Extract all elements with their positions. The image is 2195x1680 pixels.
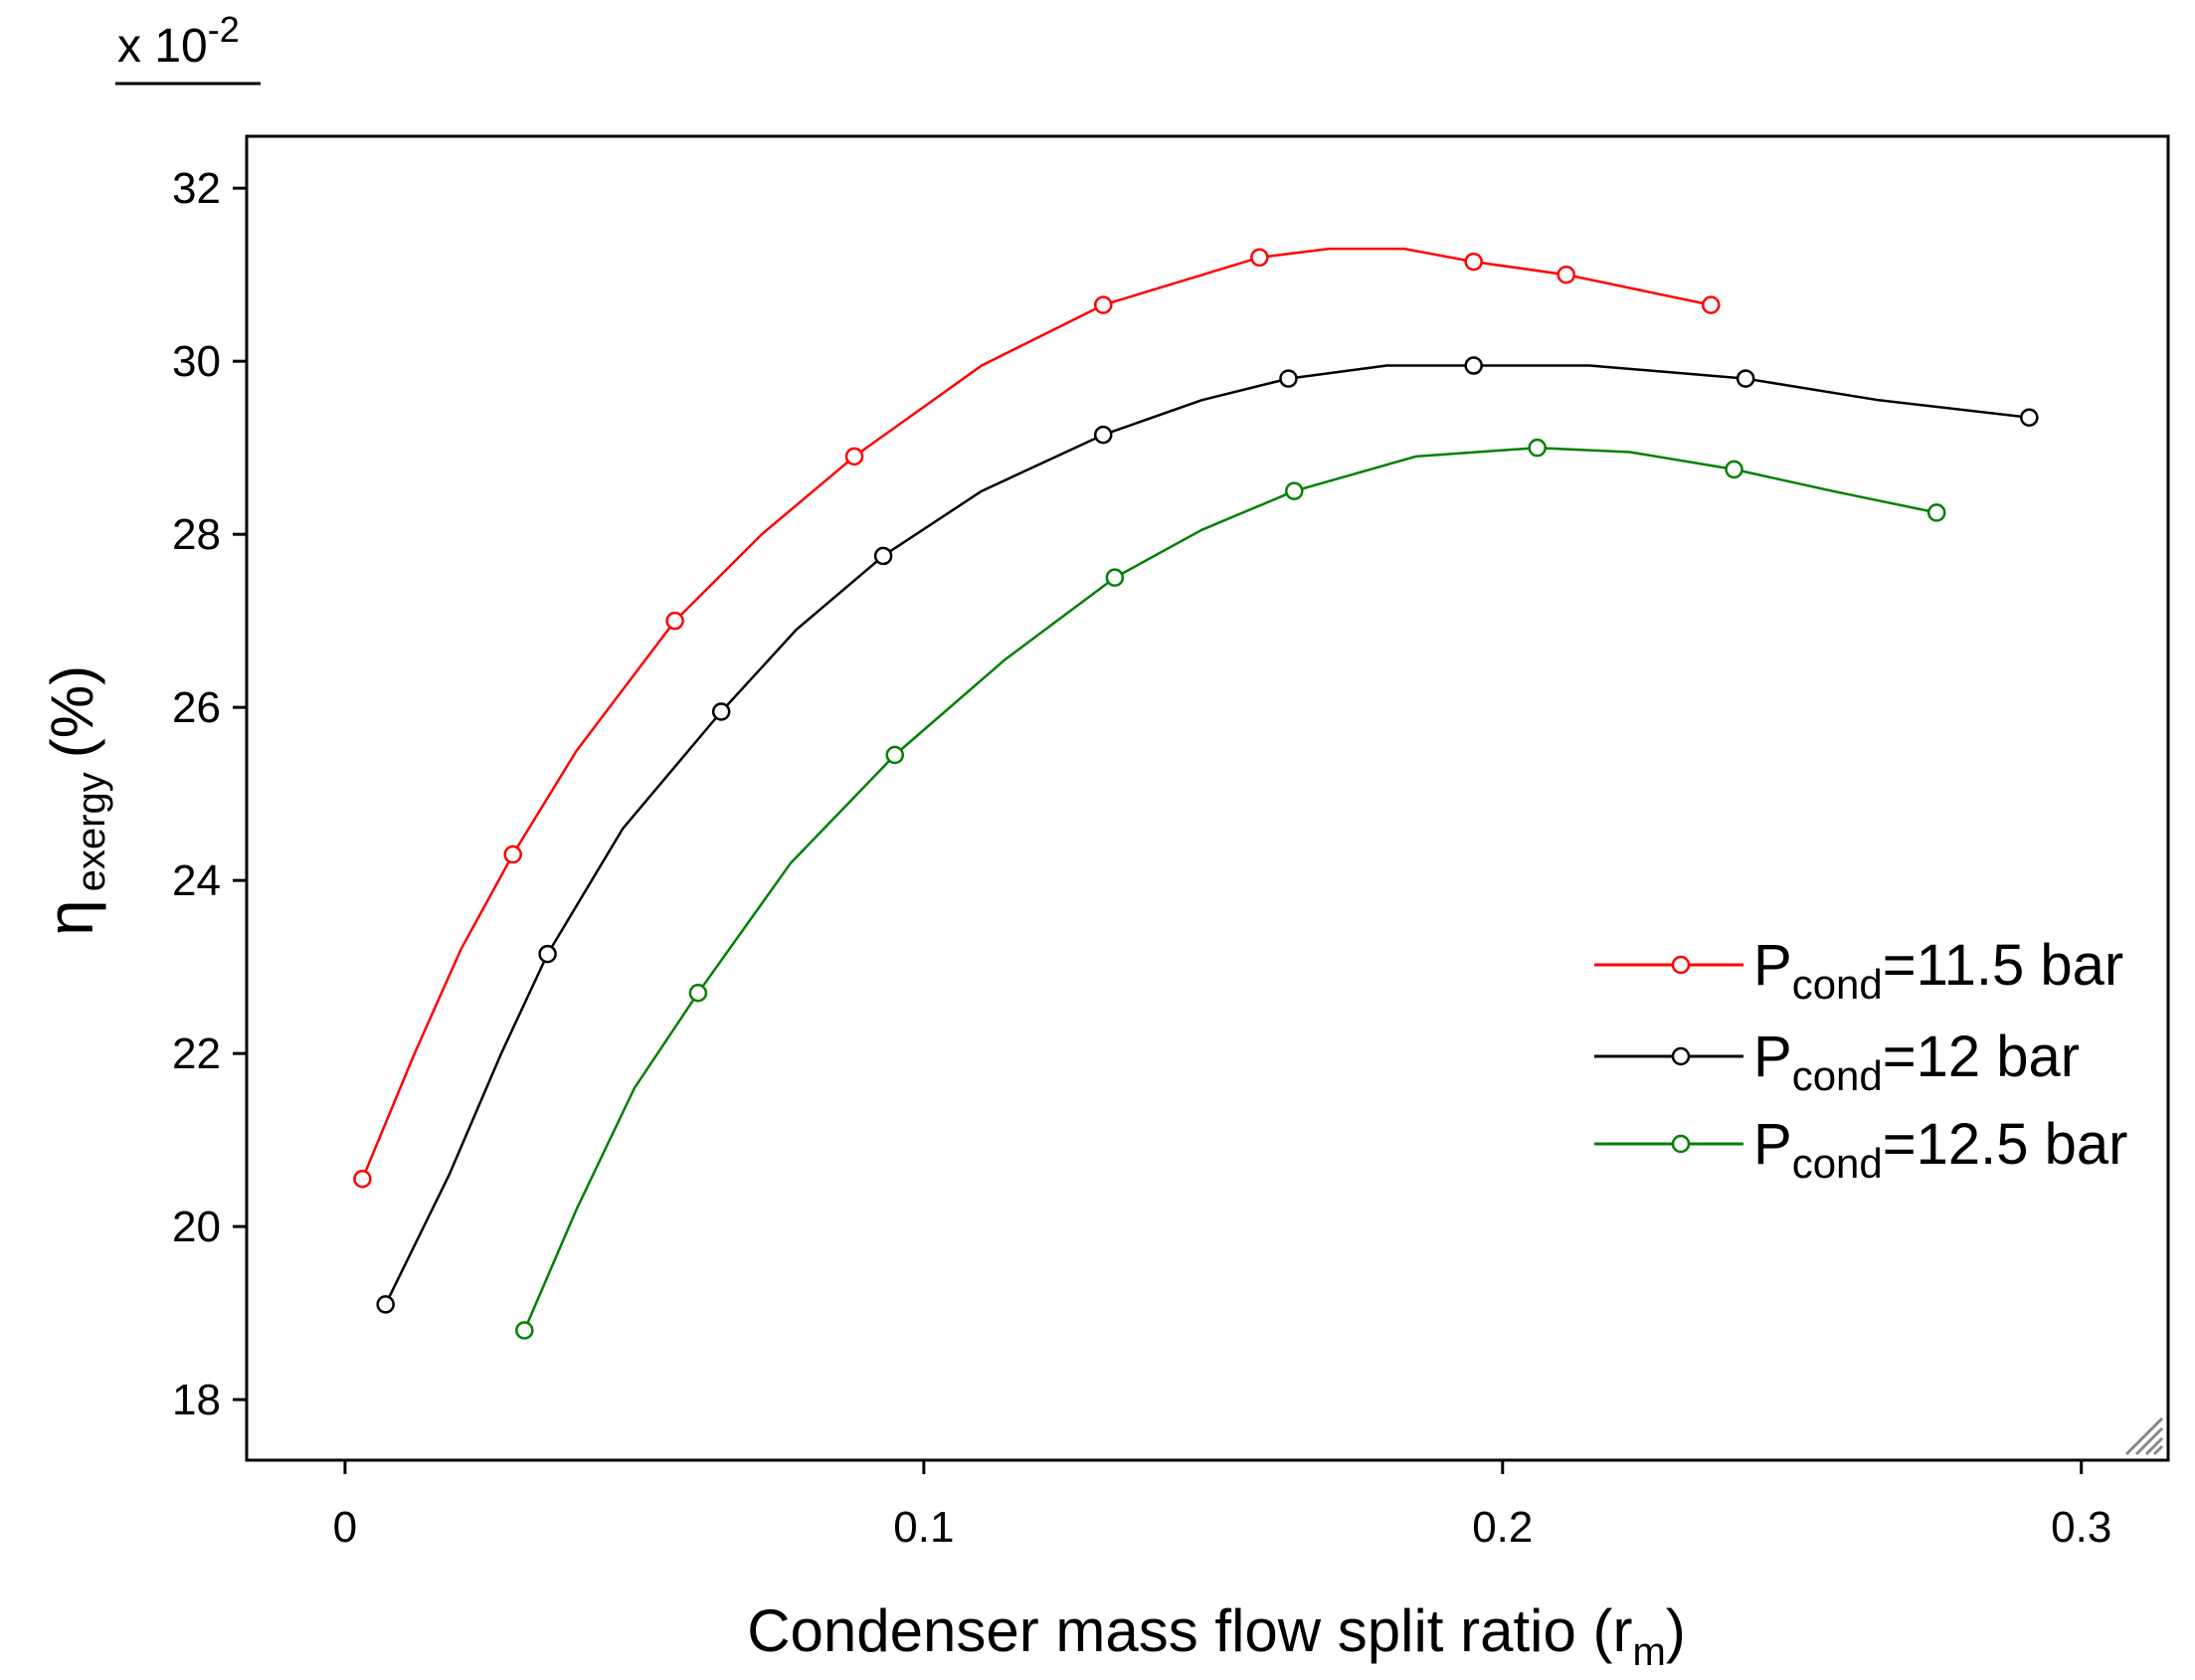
y-tick-label: 26 — [172, 683, 221, 732]
series-layer — [353, 247, 2039, 1340]
legend-item: Pcond=12 bar — [1594, 1025, 2080, 1099]
y-tick-label: 32 — [172, 164, 221, 213]
data-point — [1926, 503, 1946, 522]
data-point — [1464, 252, 1483, 272]
data-point — [1702, 295, 1721, 314]
legend-label-rest: =12.5 bar — [1883, 1112, 2128, 1177]
y-tick-label: 28 — [172, 510, 221, 559]
y-tick-label: 22 — [172, 1029, 221, 1078]
series-2 — [376, 356, 2039, 1314]
data-point — [1556, 265, 1576, 284]
data-point — [353, 1170, 372, 1189]
y-tick-label: 18 — [172, 1376, 221, 1424]
series-line — [361, 247, 1712, 1180]
multiplier-exponent: -2 — [208, 9, 240, 50]
data-point — [1528, 438, 1547, 458]
x-axis-title: Condenser mass flow split ratio (rm) — [747, 1597, 1686, 1674]
data-point — [1279, 369, 1298, 388]
data-point — [1736, 369, 1755, 388]
x-axis-title-subscript: m — [1633, 1630, 1666, 1674]
legend-item: Pcond=11.5 bar — [1594, 933, 2123, 1008]
legend-label-subscript: cond — [1792, 961, 1883, 1008]
data-point — [1105, 568, 1125, 587]
x-axis-title-main: Condenser mass flow split ratio (r — [747, 1597, 1632, 1664]
y-tick-label: 30 — [172, 337, 221, 386]
series-line — [384, 364, 2030, 1305]
resize-grip-icon — [2124, 1416, 2164, 1456]
data-point — [515, 1321, 534, 1340]
y-tick-label: 24 — [172, 856, 221, 905]
data-point — [1094, 425, 1113, 445]
legend-label-subscript: cond — [1792, 1140, 1883, 1187]
x-axis-title-end: ) — [1666, 1597, 1686, 1664]
x-tick-label: 0.2 — [1472, 1503, 1533, 1552]
legend-item: Pcond=12.5 bar — [1594, 1112, 2127, 1187]
data-point — [688, 983, 708, 1003]
series-1 — [353, 247, 1721, 1189]
data-point — [844, 447, 864, 467]
y-tick-label: 20 — [172, 1203, 221, 1251]
data-point — [1250, 248, 1269, 268]
data-point — [1464, 356, 1483, 375]
legend-label: Pcond=12 bar — [1753, 1025, 2080, 1099]
series-3 — [515, 438, 1946, 1340]
data-point — [1285, 481, 1304, 500]
y-axis: 18 20 22 24 26 28 30 32 — [172, 164, 247, 1424]
data-point — [1725, 460, 1743, 479]
legend-label-main: P — [1753, 933, 1792, 998]
multiplier-base: x 10 — [117, 20, 208, 73]
y-axis-symbol: η — [33, 899, 106, 936]
legend-label-rest: =11.5 bar — [1883, 933, 2123, 998]
legend-label-main: P — [1753, 1112, 1792, 1177]
x-tick-label: 0.3 — [2051, 1503, 2111, 1552]
data-point — [665, 611, 684, 631]
legend-label: Pcond=12.5 bar — [1753, 1112, 2127, 1187]
legend-marker — [1671, 955, 1691, 975]
data-point — [503, 844, 522, 864]
y-axis-title: η exergy (%) — [33, 665, 113, 936]
data-point — [1094, 295, 1113, 314]
data-point — [885, 745, 905, 765]
x-tick-label: 0 — [333, 1503, 357, 1552]
legend-marker — [1671, 1134, 1691, 1154]
x-axis: 0 0.1 0.2 0.3 — [333, 1460, 2111, 1552]
x-tick-label: 0.1 — [893, 1503, 954, 1552]
y-axis-unit: (%) — [39, 665, 105, 758]
data-point — [873, 546, 893, 566]
plot-frame — [245, 134, 2170, 1462]
legend-label-subscript: cond — [1792, 1052, 1883, 1099]
axis-multiplier: x 10-2 — [117, 9, 240, 73]
y-axis-subscript: exergy — [70, 772, 113, 891]
data-point — [2020, 408, 2039, 427]
legend-marker — [1671, 1046, 1691, 1066]
legend-label-rest: =12 bar — [1883, 1025, 2080, 1089]
legend-label: Pcond=11.5 bar — [1753, 933, 2123, 1008]
series-line — [523, 446, 1937, 1331]
data-point — [538, 944, 557, 964]
data-point — [711, 702, 731, 721]
legend-label-main: P — [1753, 1025, 1792, 1089]
data-point — [376, 1295, 395, 1314]
